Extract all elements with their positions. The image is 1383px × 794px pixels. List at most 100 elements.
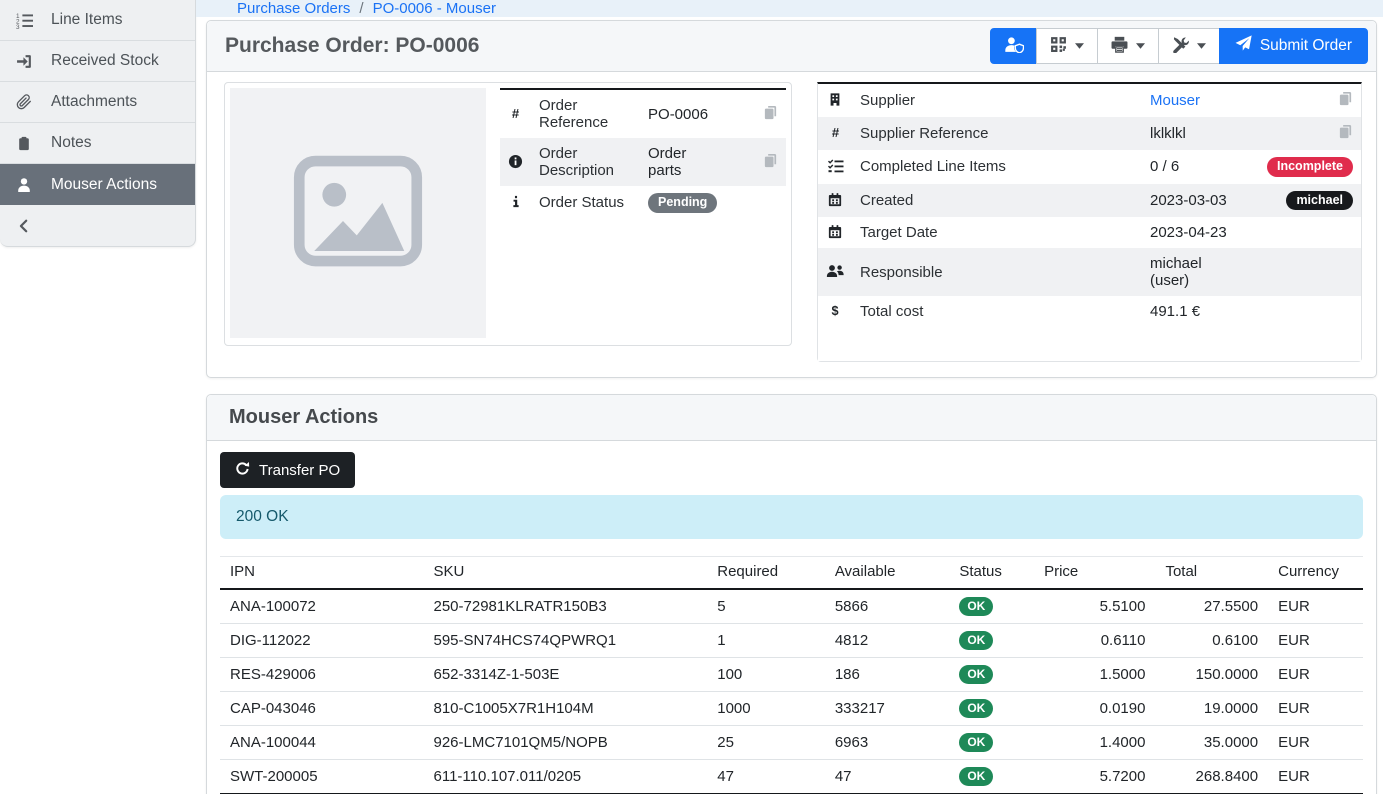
cell-status: OK bbox=[949, 623, 1035, 658]
sidebar-item-label: Line Items bbox=[51, 11, 123, 28]
caret-down-icon bbox=[1196, 43, 1206, 49]
sidebar-item[interactable]: Attachments bbox=[0, 82, 195, 123]
response-alert: 200 OK bbox=[220, 495, 1363, 539]
detail-label: Responsible bbox=[860, 263, 943, 281]
purchase-order-card: Purchase Order: PO-0006 bbox=[206, 20, 1377, 378]
mouser-actions-body: Transfer PO 200 OK IPN SKU Required Avai… bbox=[207, 441, 1376, 794]
supplier-details-table-wrap: Supplier Mouser bbox=[817, 82, 1362, 362]
detail-label: Completed Line Items bbox=[860, 158, 1006, 176]
col-header-required: Required bbox=[707, 556, 825, 590]
cell-available: 4812 bbox=[824, 623, 950, 658]
table-row: CAP-043046 810-C1005X7R1H104M 1000 33321… bbox=[220, 691, 1363, 726]
detail-label: Supplier bbox=[860, 92, 916, 109]
cell-sku: 611-110.107.011/0205 bbox=[433, 768, 582, 785]
cell-required: 1 bbox=[707, 623, 825, 658]
supplier-detail-row: $ Total cost 491.1 € bbox=[818, 296, 1361, 327]
supplier-details-panel: Supplier Mouser bbox=[817, 82, 1362, 362]
order-detail-row: # Order Reference PO-0006 bbox=[500, 90, 786, 138]
detail-value-cell: 0 / 6 bbox=[1142, 150, 1251, 184]
cell-ipn: DIG-112022 bbox=[220, 623, 424, 658]
detail-extra-cell bbox=[1251, 217, 1361, 248]
detail-label: Target Date bbox=[860, 224, 938, 241]
sidebar-item-label: Attachments bbox=[51, 93, 138, 110]
mouser-actions-card: Mouser Actions Transfer PO 200 OK IPN bbox=[206, 394, 1377, 794]
cell-required: 5 bbox=[707, 589, 825, 624]
detail-label: Order Reference bbox=[539, 97, 609, 131]
status-ok-badge: OK bbox=[959, 767, 994, 786]
user-shield-icon bbox=[1003, 36, 1024, 57]
cell-sku: 926-LMC7101QM5/NOPB bbox=[423, 725, 708, 760]
sidebar-item[interactable]: Received Stock bbox=[0, 41, 195, 82]
cell-ipn: SWT-200005 bbox=[230, 768, 318, 785]
detail-extra-cell: Incomplete bbox=[1251, 150, 1361, 184]
paper-plane-icon bbox=[1235, 35, 1252, 57]
cell-available: 186 bbox=[824, 657, 950, 692]
detail-value-cell: 491.1 € bbox=[1142, 296, 1251, 327]
page-title: Purchase Order: PO-0006 bbox=[225, 34, 480, 57]
transfer-po-button[interactable]: Transfer PO bbox=[220, 452, 356, 488]
dollar-icon: $ bbox=[818, 296, 852, 327]
barcode-menu-button[interactable] bbox=[1035, 28, 1098, 64]
cell-total: 150.0000 bbox=[1155, 657, 1269, 692]
row-badge: Incomplete bbox=[1267, 157, 1353, 177]
copy-icon[interactable] bbox=[1338, 124, 1353, 143]
supplier-detail-row: Target Date 2023-04-23 bbox=[818, 217, 1361, 248]
detail-extra-cell bbox=[1251, 117, 1361, 150]
refresh-icon bbox=[235, 461, 250, 480]
mouser-actions-header: Mouser Actions bbox=[207, 395, 1376, 441]
copy-icon[interactable] bbox=[1338, 91, 1353, 110]
detail-value-cell: 2023-04-23 bbox=[1142, 217, 1251, 248]
copy-icon[interactable] bbox=[763, 153, 778, 172]
cell-currency: EUR bbox=[1278, 768, 1310, 785]
supplier-detail-row: Completed Line Items 0 / 6 Incomplete bbox=[818, 150, 1361, 184]
table-row: ANA-100072 250-72981KLRATR150B3 5 5866 O… bbox=[220, 589, 1363, 624]
cell-ipn: ANA-100044 bbox=[220, 725, 424, 760]
cell-price: 1.4000 bbox=[1034, 725, 1156, 760]
copy-icon[interactable] bbox=[763, 105, 778, 124]
order-details-table: # Order Reference PO-0006 bbox=[500, 90, 786, 220]
calendar-icon bbox=[818, 184, 852, 218]
cell-status: OK bbox=[949, 657, 1035, 692]
info-circle-icon bbox=[500, 138, 531, 186]
part-image-placeholder[interactable] bbox=[230, 88, 486, 338]
cell-required: 47 bbox=[717, 768, 734, 785]
clipboard-icon bbox=[14, 136, 34, 151]
sidebar-collapse-button[interactable] bbox=[0, 205, 195, 246]
main-content: Purchase Orders / PO-0006 - Mouser Purch… bbox=[196, 0, 1383, 794]
cell-currency: EUR bbox=[1268, 657, 1363, 692]
detail-label: Order Status bbox=[539, 194, 625, 212]
status-ok-badge: OK bbox=[959, 597, 994, 616]
users-icon bbox=[818, 248, 852, 296]
purchase-order-header: Purchase Order: PO-0006 bbox=[207, 21, 1376, 72]
tools-icon bbox=[1172, 36, 1189, 57]
supplier-detail-row: Responsible michael (user) bbox=[818, 248, 1361, 296]
detail-value-cell: Mouser bbox=[1142, 84, 1251, 117]
cell-total: 268.8400 bbox=[1195, 768, 1259, 785]
cell-required: 100 bbox=[707, 657, 825, 692]
sidebar-item[interactable]: Notes bbox=[0, 123, 195, 164]
sidebar-item[interactable]: Mouser Actions bbox=[0, 164, 195, 205]
detail-value[interactable]: Mouser bbox=[1150, 92, 1201, 109]
cell-sku: 595-SN74HCS74QPWRQ1 bbox=[423, 623, 708, 658]
detail-value: Order parts bbox=[648, 145, 687, 179]
assign-user-button[interactable] bbox=[989, 28, 1037, 64]
cell-currency: EUR bbox=[1268, 623, 1363, 658]
cell-price: 5.5100 bbox=[1034, 589, 1156, 624]
cell-price: 0.6110 bbox=[1034, 623, 1156, 658]
breadcrumb-link-purchase-orders[interactable]: Purchase Orders bbox=[237, 0, 351, 17]
cell-currency: EUR bbox=[1268, 725, 1363, 760]
breadcrumb-link-current-order[interactable]: PO-0006 - Mouser bbox=[372, 0, 496, 17]
cell-required: 1000 bbox=[707, 691, 825, 726]
cell-price: 0.0190 bbox=[1034, 691, 1156, 726]
cell-required: 25 bbox=[707, 725, 825, 760]
print-menu-button[interactable] bbox=[1096, 28, 1159, 64]
sidebar-item-label: Received Stock bbox=[51, 52, 159, 69]
submit-order-button[interactable]: Submit Order bbox=[1218, 28, 1368, 64]
cell-available: 5866 bbox=[824, 589, 950, 624]
cell-total: 19.0000 bbox=[1155, 691, 1269, 726]
order-tools-menu-button[interactable] bbox=[1157, 28, 1220, 64]
